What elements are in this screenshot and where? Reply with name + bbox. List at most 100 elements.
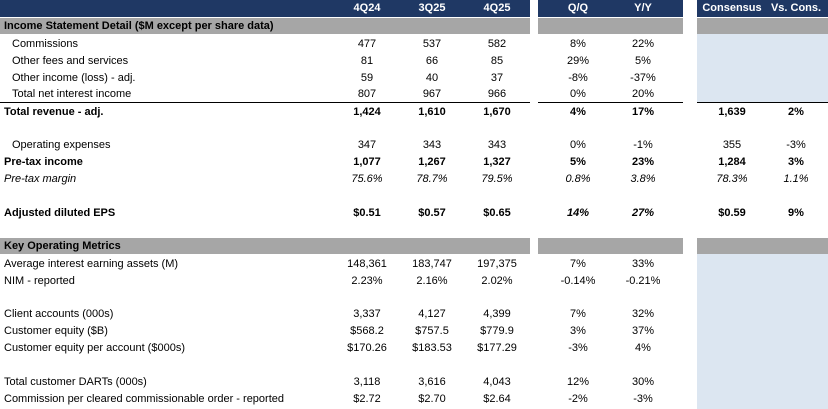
row-consensus	[698, 306, 766, 322]
row-change: -0.14%	[560, 275, 596, 287]
row-label: Total customer DARTs (000s)	[4, 376, 147, 388]
row-label: Other fees and services	[12, 55, 129, 67]
row-value: 967	[422, 88, 442, 100]
row-consensus: 2%	[788, 106, 804, 118]
col-header-3q25: 3Q25	[418, 2, 446, 14]
row-value: $757.5	[415, 325, 449, 337]
row-change: 8%	[570, 38, 586, 50]
subtotal-rule	[0, 102, 530, 103]
row-value: 1,610	[418, 106, 446, 118]
header-bar-consensus	[697, 0, 828, 17]
row-value: 3,118	[353, 376, 381, 388]
row-value: $0.65	[483, 207, 511, 219]
row-consensus	[766, 306, 826, 322]
row-value: 3,337	[353, 308, 381, 320]
row-label: Customer equity ($B)	[4, 325, 108, 337]
row-consensus: 78.3%	[716, 173, 748, 185]
row-change: 32%	[631, 308, 655, 320]
row-value: 807	[357, 88, 377, 100]
row-change: -3%	[633, 393, 653, 405]
row-change: 3%	[570, 325, 586, 337]
row-label: Total net interest income	[12, 88, 132, 100]
row-label: Client accounts (000s)	[4, 308, 114, 320]
row-change: 5%	[635, 55, 651, 67]
row-consensus	[766, 374, 826, 390]
row-value: 59	[360, 72, 374, 84]
row-consensus	[766, 53, 826, 69]
row-change: -0.21%	[625, 275, 661, 287]
row-value: 4,043	[483, 376, 511, 388]
section-bar-metrics-change	[538, 238, 683, 254]
row-value: 477	[357, 38, 377, 50]
row-value: 1,327	[483, 156, 511, 168]
row-change: 30%	[631, 376, 655, 388]
row-label: Total revenue - adj.	[4, 106, 104, 118]
row-consensus: 9%	[788, 207, 804, 219]
row-value: 1,670	[483, 106, 511, 118]
row-label: Average interest earning assets (M)	[4, 258, 179, 270]
row-change: -1%	[633, 139, 653, 151]
row-value: 347	[357, 139, 377, 151]
header-bar-change	[538, 0, 683, 17]
row-consensus	[698, 323, 766, 339]
row-consensus	[698, 374, 766, 390]
row-value: 85	[490, 55, 504, 67]
row-consensus	[698, 256, 766, 272]
col-header-yy: Y/Y	[634, 2, 652, 14]
row-value: 1,267	[418, 156, 446, 168]
row-value: 75.6%	[351, 173, 383, 185]
row-consensus	[766, 86, 826, 102]
section-title-metrics: Key Operating Metrics	[4, 240, 121, 252]
row-change: 7%	[570, 308, 586, 320]
row-consensus	[698, 86, 766, 102]
row-value: 66	[425, 55, 439, 67]
col-header-consensus: Consensus	[702, 2, 762, 14]
row-label: Customer equity per account ($000s)	[4, 342, 185, 354]
row-value: 148,361	[347, 258, 387, 270]
row-change: -2%	[568, 393, 588, 405]
row-change: 0.8%	[565, 173, 591, 185]
section-bar-income-change	[538, 18, 683, 34]
header-bar-main	[0, 0, 530, 17]
col-header-vs-cons: Vs. Cons.	[770, 2, 822, 14]
row-consensus	[698, 340, 766, 356]
col-header-4q25: 4Q25	[483, 2, 511, 14]
row-consensus: 355	[722, 139, 742, 151]
row-value: $2.70	[418, 393, 446, 405]
row-change: 23%	[631, 156, 655, 168]
row-change: -37%	[630, 72, 656, 84]
row-change: 17%	[631, 106, 655, 118]
row-consensus	[766, 323, 826, 339]
row-value: 3,616	[418, 376, 446, 388]
col-header-4q24: 4Q24	[353, 2, 381, 14]
row-value: 81	[360, 55, 374, 67]
row-change: 33%	[631, 258, 655, 270]
row-consensus	[698, 36, 766, 52]
row-label: Pre-tax income	[4, 156, 83, 168]
row-value: 4,127	[418, 308, 446, 320]
row-change: 7%	[570, 258, 586, 270]
row-change: 22%	[631, 38, 655, 50]
row-label: Other income (loss) - adj.	[12, 72, 136, 84]
row-label: Pre-tax margin	[4, 173, 77, 185]
row-change: 29%	[566, 55, 590, 67]
row-value: 1,424	[353, 106, 381, 118]
section-bar-income	[0, 18, 530, 34]
row-change: 4%	[635, 342, 651, 354]
row-value: 37	[490, 72, 504, 84]
row-change: 37%	[631, 325, 655, 337]
row-consensus: 1,639	[718, 106, 746, 118]
row-consensus	[766, 256, 826, 272]
row-label: Commission per cleared commissionable or…	[4, 393, 285, 405]
row-value: $779.9	[480, 325, 514, 337]
row-value: $2.72	[353, 393, 381, 405]
row-consensus: 1,284	[718, 156, 746, 168]
row-change: 27%	[631, 207, 655, 219]
consensus-shade-top	[697, 34, 828, 102]
consensus-shade-metrics	[697, 254, 828, 409]
row-value: 343	[422, 139, 442, 151]
row-consensus	[698, 70, 766, 86]
row-change: 0%	[570, 88, 586, 100]
row-change: -8%	[568, 72, 588, 84]
row-consensus	[698, 53, 766, 69]
